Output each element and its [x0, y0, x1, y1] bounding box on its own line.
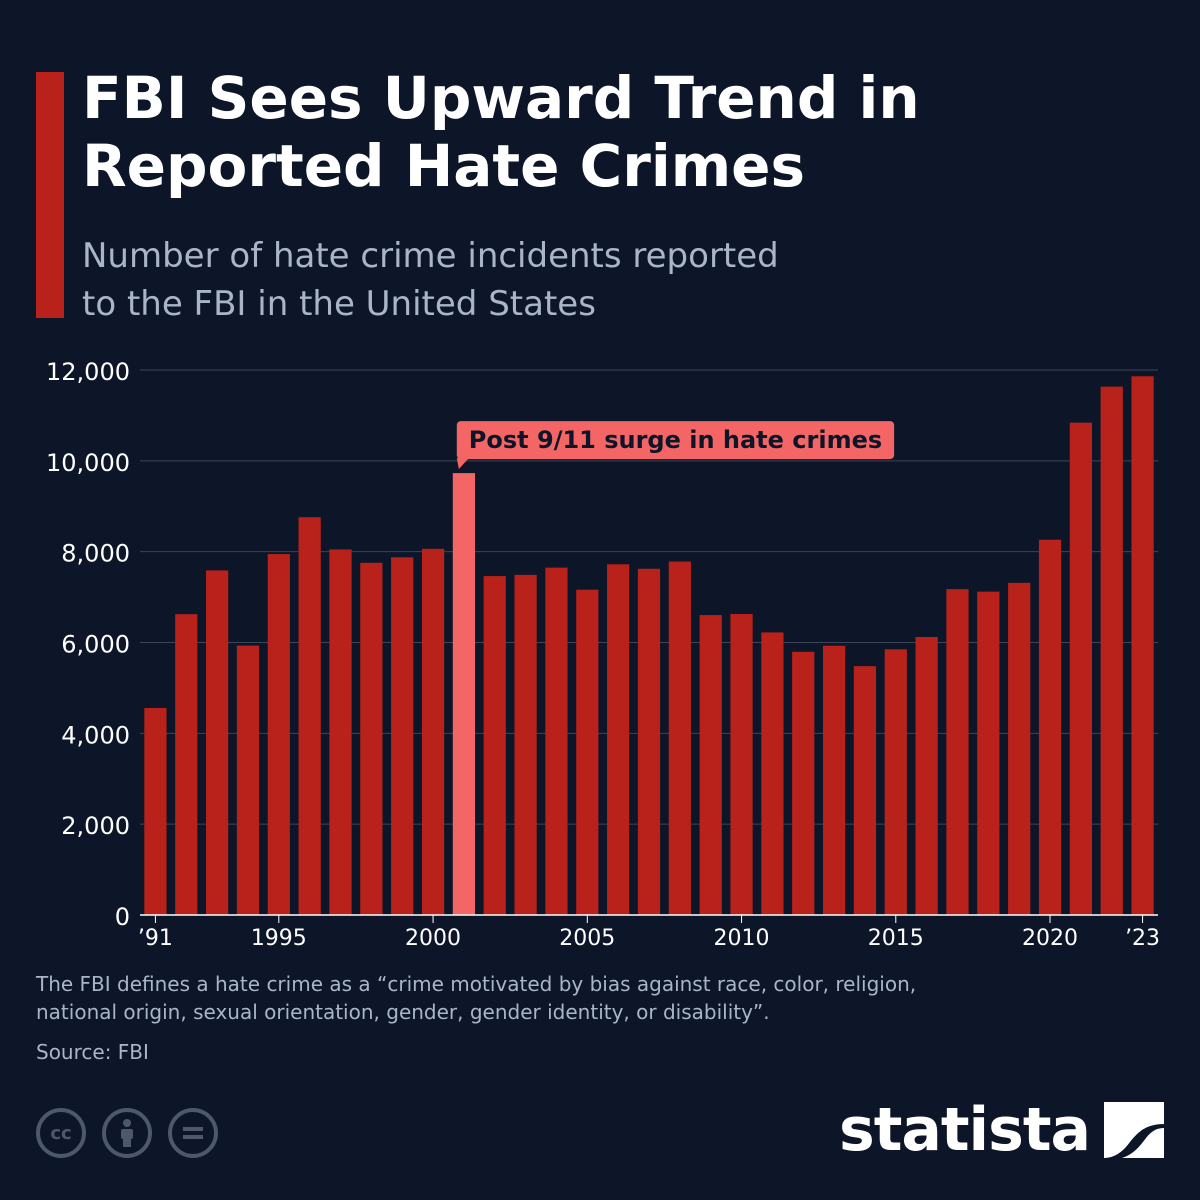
x-tick-label: 2015: [868, 926, 924, 951]
footnote: The FBI defines a hate crime as a “crime…: [36, 970, 1156, 1026]
bar-2023: [1131, 376, 1154, 916]
subtitle-line-2: to the FBI in the United States: [82, 284, 596, 324]
bar-2000: [421, 548, 445, 915]
y-tick-label: 6,000: [61, 631, 130, 659]
x-tick-label: ’23: [1125, 926, 1160, 951]
bar-2001: [452, 473, 476, 915]
bar-2022: [1100, 386, 1123, 915]
attribution-icon[interactable]: [102, 1108, 152, 1158]
y-tick-label: 8,000: [61, 540, 130, 568]
statista-mark-icon: [1104, 1102, 1164, 1158]
bar-2020: [1038, 539, 1062, 915]
footnote-line-2: national origin, sexual orientation, gen…: [36, 1000, 770, 1024]
bar-1998: [360, 562, 383, 915]
annotation-box: [456, 421, 895, 460]
y-tick-label: 10,000: [46, 449, 130, 477]
y-tick-label: 0: [115, 903, 130, 931]
bar-2017: [946, 589, 969, 915]
bar-1997: [329, 549, 352, 915]
bar-2016: [915, 637, 938, 915]
annotation-text: Post 9/11 surge in hate crimes: [469, 426, 882, 454]
footnote-line-1: The FBI defines a hate crime as a “crime…: [36, 972, 917, 996]
source-label: Source: FBI: [36, 1040, 149, 1064]
bar-chart: 0 2,000 4,000 6,000 8,000 10,000 12,000 ’91 1995…: [46, 358, 1160, 951]
x-tick-label: 2005: [559, 926, 615, 951]
equals-glyph-icon: [183, 1127, 203, 1139]
bar-2014: [853, 666, 877, 915]
bar-2003: [514, 574, 537, 915]
accent-bar: [36, 72, 64, 318]
bar-1996: [298, 517, 321, 915]
subtitle-line-1: Number of hate crime incidents reported: [82, 236, 779, 276]
bar-2007: [637, 568, 661, 915]
bar-1991: [144, 707, 167, 915]
y-tick-label: 4,000: [61, 721, 130, 749]
y-tick-label: 12,000: [46, 358, 130, 386]
y-tick-label: 2,000: [61, 812, 130, 840]
bar-2006: [607, 564, 630, 915]
bar-1992: [175, 614, 198, 915]
bar-1999: [391, 557, 414, 915]
bar-1995: [267, 554, 290, 915]
title-line-1: FBI Sees Upward Trend in: [82, 64, 920, 132]
bar-1993: [206, 570, 229, 915]
logo-text: statista: [838, 1095, 1091, 1165]
bar-2012: [792, 651, 815, 915]
bar-2010: [730, 613, 753, 915]
bar-2018: [977, 591, 1000, 915]
bar-2002: [483, 576, 506, 915]
bar-2004: [545, 567, 568, 915]
annotation-callout: Post 9/11 surge in hate crimes: [456, 421, 895, 470]
bar-2008: [668, 561, 691, 915]
x-tick-label: ’91: [138, 926, 173, 951]
no-derivatives-icon[interactable]: [168, 1108, 218, 1158]
statista-logo[interactable]: statista: [839, 1100, 1164, 1160]
bar-2009: [699, 615, 722, 915]
bar-2021: [1069, 422, 1092, 915]
chart-title: FBI Sees Upward Trend in Reported Hate C…: [82, 64, 1162, 200]
x-tick-label: 2020: [1022, 926, 1078, 951]
creative-commons-icon[interactable]: cc: [36, 1108, 86, 1158]
bar-2005: [576, 589, 599, 915]
bar-1994: [236, 645, 260, 915]
chart-subtitle: Number of hate crime incidents reported …: [82, 232, 982, 328]
bar-2019: [1008, 582, 1031, 915]
bar-2013: [822, 645, 846, 915]
annotation-pointer: [456, 458, 469, 470]
x-tick-label: 2010: [714, 926, 770, 951]
x-tick-label: 2000: [405, 926, 461, 951]
person-glyph-icon: [121, 1119, 133, 1147]
x-tick-label: 1995: [251, 926, 307, 951]
license-icons: cc: [36, 1108, 218, 1158]
bar-2011: [761, 632, 784, 915]
bar-2015: [884, 649, 907, 915]
title-line-2: Reported Hate Crimes: [82, 132, 806, 200]
